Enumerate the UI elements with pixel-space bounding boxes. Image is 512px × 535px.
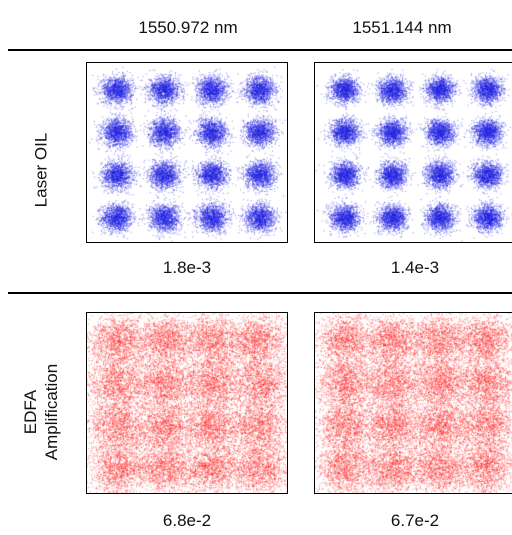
constellation-scatter [315, 63, 512, 242]
column-header-1: 1550.972 nm [138, 18, 238, 37]
middle-divider [8, 292, 512, 294]
ber-label-oil-1551144: 1.4e-3 [390, 258, 440, 277]
row-label-line: Amplification [42, 363, 61, 461]
constellation-panel-oil-1551144 [314, 62, 512, 243]
top-divider [8, 49, 512, 51]
constellation-scatter [315, 313, 512, 493]
row-label-edfa-amplification: EDFA Amplification [20, 364, 62, 460]
row-label-line: EDFA [21, 389, 40, 435]
column-header-2: 1551.144 nm [352, 18, 452, 37]
ber-label-oil-1550972: 1.8e-3 [162, 258, 212, 277]
constellation-panel-edfa-1550972 [86, 312, 288, 494]
ber-label-edfa-1550972: 6.8e-2 [162, 511, 212, 530]
constellation-scatter [87, 63, 287, 242]
row-label-line: Laser OIL [31, 132, 51, 208]
constellation-panel-edfa-1551144 [314, 312, 512, 494]
constellation-scatter [87, 313, 287, 493]
ber-label-edfa-1551144: 6.7e-2 [390, 511, 440, 530]
row-label-laser-oil: Laser OIL [31, 133, 52, 208]
constellation-panel-oil-1550972 [86, 62, 288, 243]
